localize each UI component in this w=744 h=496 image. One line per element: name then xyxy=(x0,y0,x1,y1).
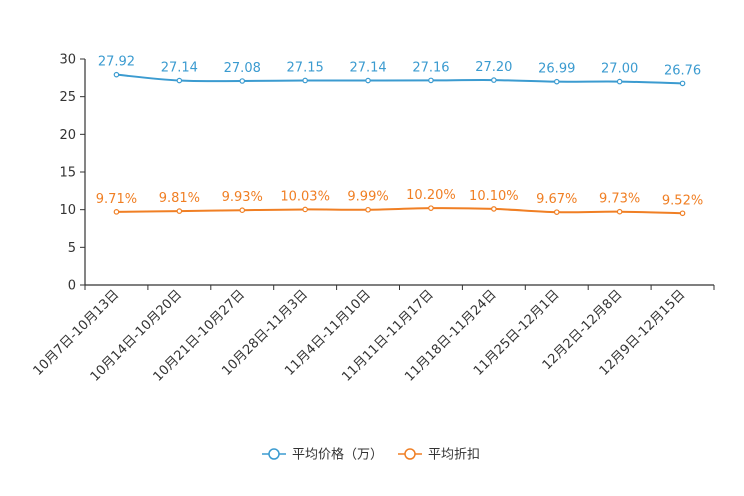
x-axis-ticks: 10月7日-10月13日10月14日-10月20日10月21日-10月27日10… xyxy=(31,285,715,385)
data-label: 27.15 xyxy=(287,60,324,75)
y-tick-label: 5 xyxy=(68,241,76,256)
data-point[interactable] xyxy=(113,209,120,215)
legend-marker xyxy=(268,448,280,460)
y-tick-label: 10 xyxy=(59,203,76,218)
data-label: 9.52% xyxy=(662,193,703,208)
data-label: 9.71% xyxy=(96,192,137,207)
data-label: 27.08 xyxy=(224,61,261,76)
data-point[interactable] xyxy=(239,78,246,84)
data-label: 10.10% xyxy=(469,189,519,204)
data-point[interactable] xyxy=(176,77,183,84)
data-label: 26.99 xyxy=(538,62,575,77)
legend-label: 平均折扣 xyxy=(428,448,480,463)
data-label: 9.73% xyxy=(599,192,640,207)
data-point[interactable] xyxy=(176,208,183,214)
data-label: 9.81% xyxy=(159,191,200,206)
data-point[interactable] xyxy=(365,77,371,84)
y-tick-label: 20 xyxy=(59,128,76,143)
data-point[interactable] xyxy=(428,205,434,211)
legend-item-1[interactable]: 平均价格（万） xyxy=(262,447,383,463)
data-point[interactable] xyxy=(553,209,560,215)
data-label: 27.14 xyxy=(349,61,386,76)
data-label: 10.20% xyxy=(406,188,456,203)
data-point[interactable] xyxy=(616,208,623,215)
legend-label: 平均价格（万） xyxy=(292,447,383,463)
legend-item-2[interactable]: 平均折扣 xyxy=(398,448,480,463)
y-tick-label: 25 xyxy=(59,90,76,105)
data-label: 27.00 xyxy=(601,62,638,77)
data-label: 26.76 xyxy=(664,63,701,78)
data-label: 10.03% xyxy=(280,189,330,204)
legend[interactable]: 平均价格（万） 平均折扣 xyxy=(262,447,480,463)
y-tick-label: 0 xyxy=(68,279,76,294)
data-point[interactable] xyxy=(491,77,497,83)
data-label: 27.14 xyxy=(161,61,198,76)
legend-marker xyxy=(404,448,416,460)
data-label: 9.67% xyxy=(536,192,577,207)
data-point[interactable] xyxy=(679,80,686,87)
data-label: 9.99% xyxy=(347,190,388,205)
series-line xyxy=(116,73,683,85)
data-point[interactable] xyxy=(302,206,308,213)
data-point[interactable] xyxy=(365,206,371,213)
y-tick-label: 15 xyxy=(59,166,76,181)
data-label: 9.93% xyxy=(222,190,263,205)
data-point[interactable] xyxy=(239,207,246,213)
data-label: 27.92 xyxy=(98,55,135,70)
y-tick-label: 30 xyxy=(59,53,76,68)
y-axis-ticks: 0 5 10 15 20 25 30 xyxy=(59,53,85,294)
axes xyxy=(84,59,714,286)
series-1: 27.92 27.14 27.08 27.15 27.14 27.16 27.20 26.99… xyxy=(98,55,701,87)
data-point[interactable] xyxy=(491,206,497,212)
series-line xyxy=(116,207,683,215)
data-point[interactable] xyxy=(553,78,560,85)
data-point[interactable] xyxy=(679,210,686,217)
data-label: 27.16 xyxy=(412,60,449,75)
data-point[interactable] xyxy=(113,71,120,78)
series-2: 9.71% 9.81% 9.93% 10.03% 9.99% 10.20% 10.10% 9.… xyxy=(96,188,703,217)
data-label: 27.20 xyxy=(475,60,512,75)
data-point[interactable] xyxy=(302,77,308,84)
data-point[interactable] xyxy=(428,77,434,84)
data-point[interactable] xyxy=(616,78,623,85)
series-group: 27.92 27.14 27.08 27.15 27.14 27.16 27.20 26.99… xyxy=(96,55,703,217)
